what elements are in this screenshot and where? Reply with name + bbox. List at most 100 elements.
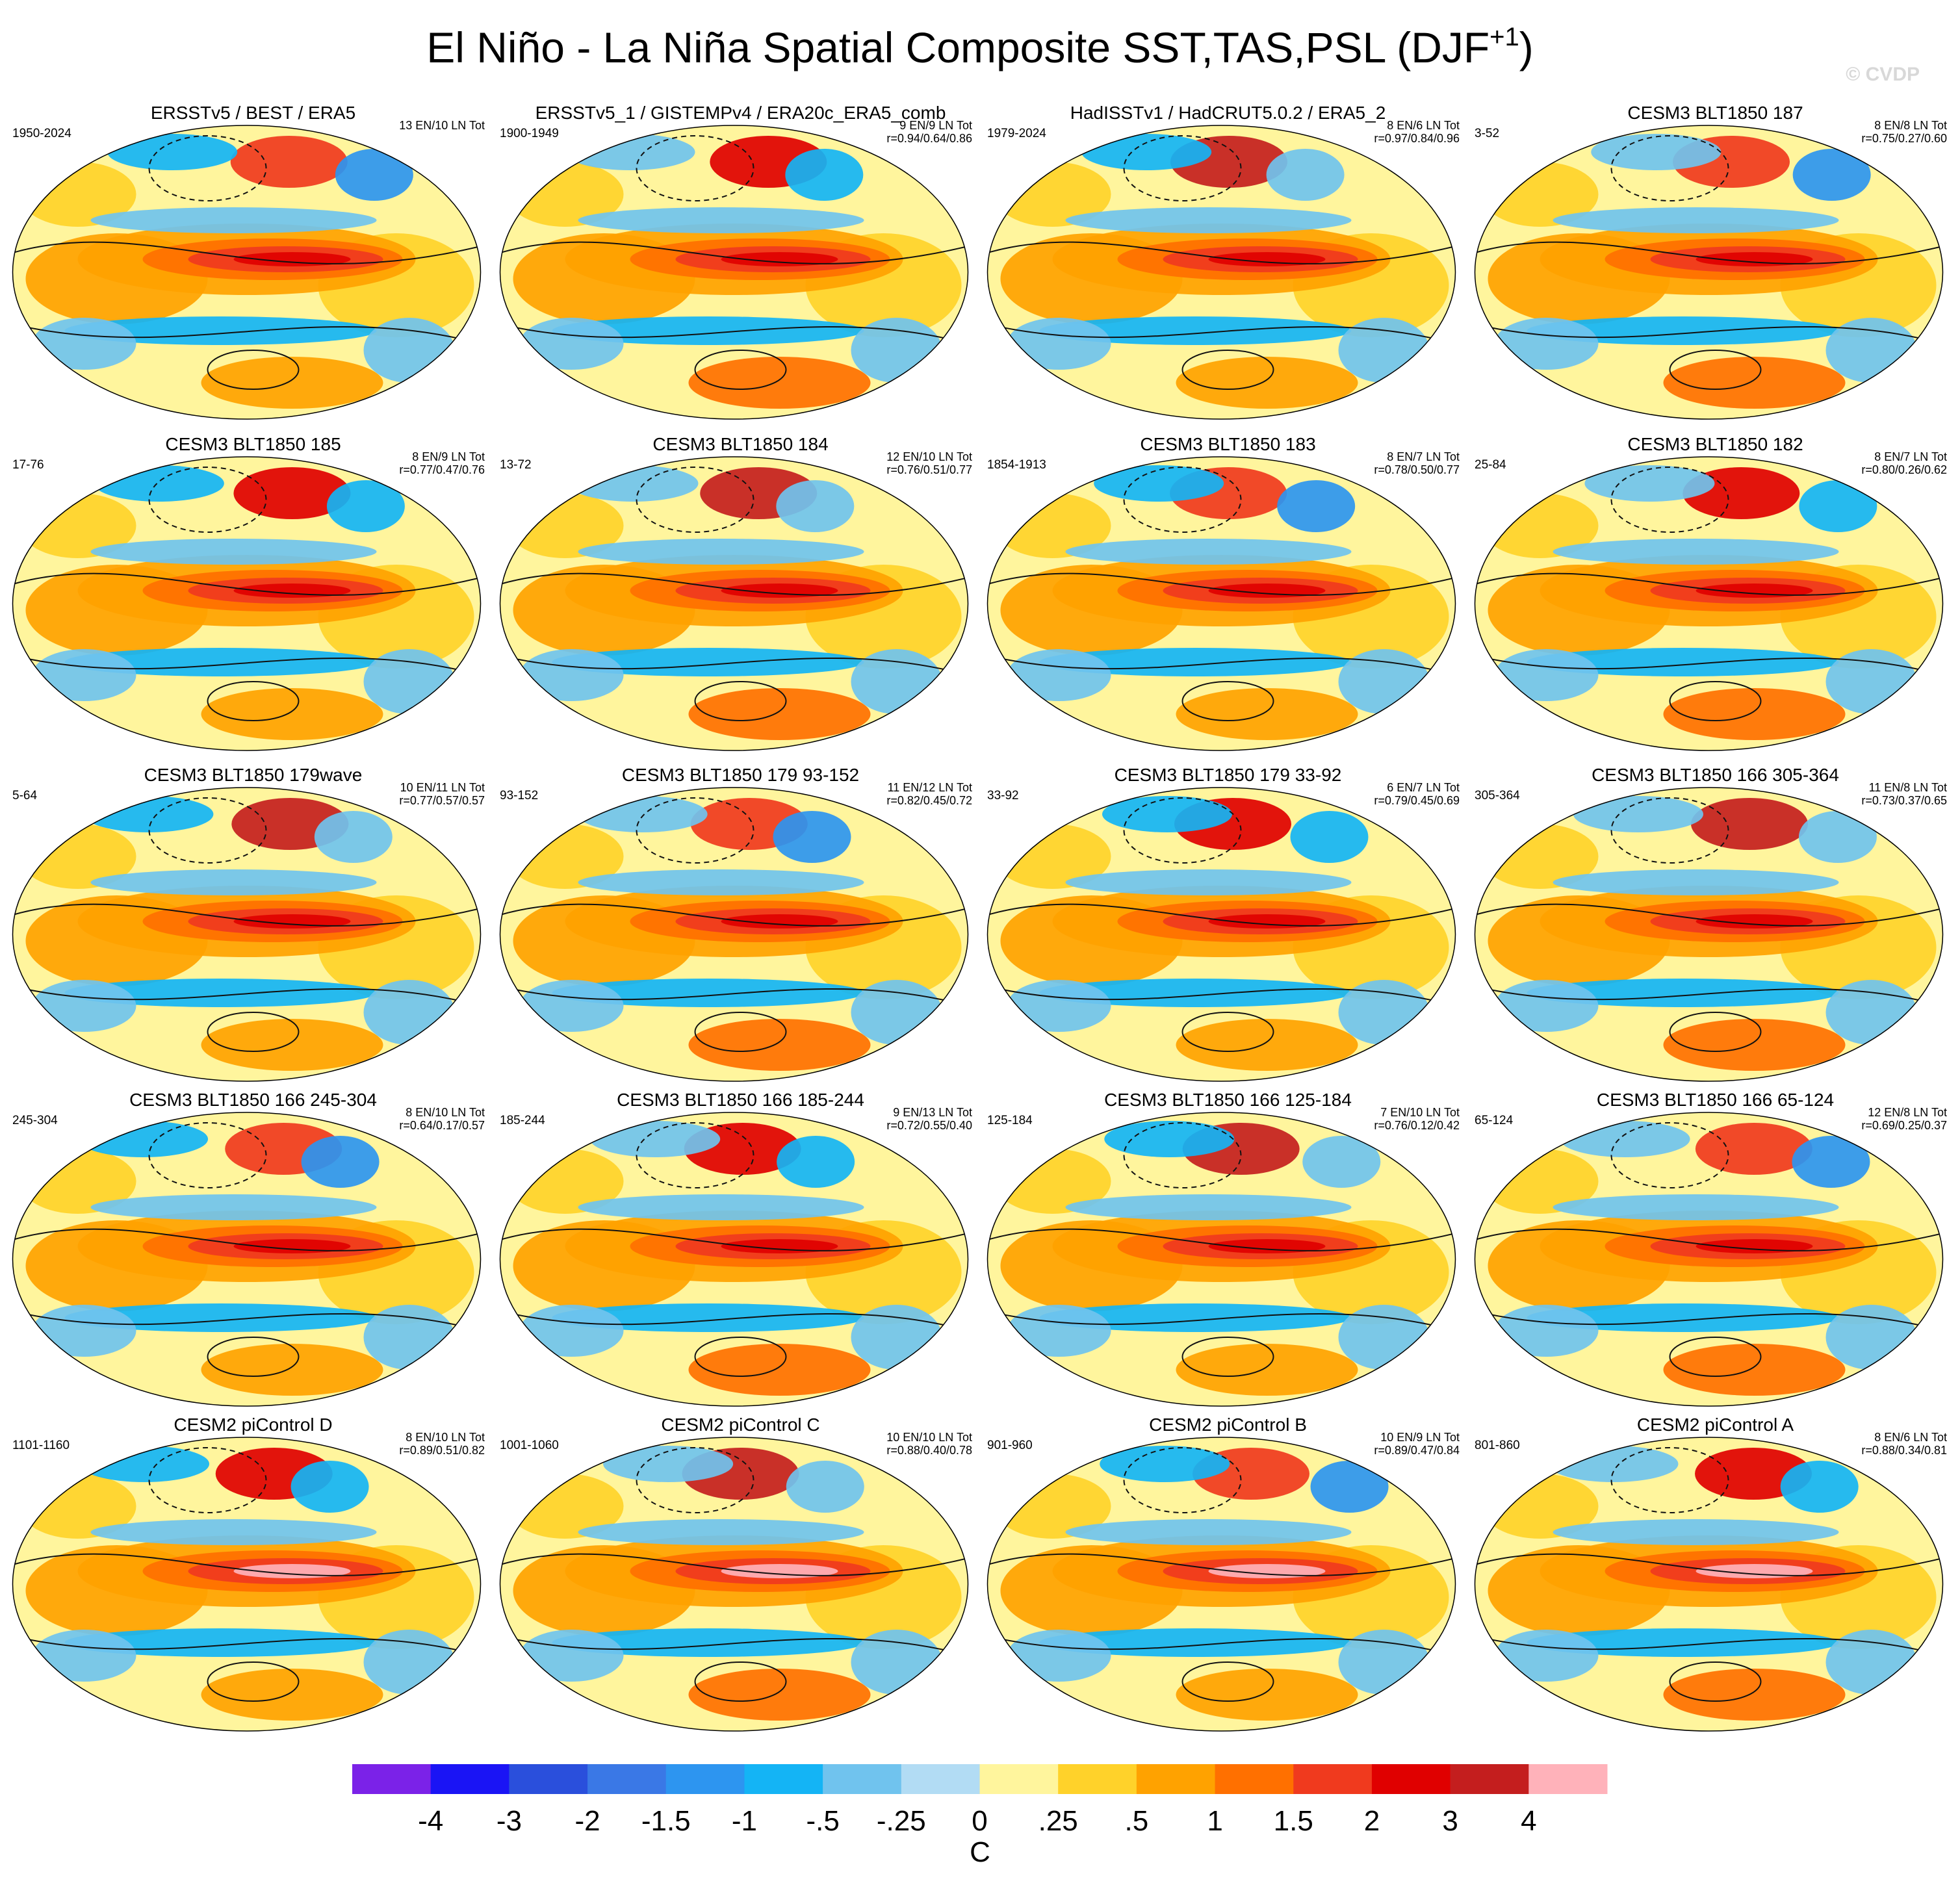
map-anomaly [777,1136,855,1188]
psl-contour [500,241,968,264]
colorbar-label: 4 [1521,1805,1536,1837]
panel-correlation: r=0.76/0.12/0.42 [1374,1119,1460,1132]
map-outline [12,1112,482,1407]
map-field [500,788,968,1081]
psl-contour [1475,324,1943,344]
map-outline [986,787,1456,1082]
map-outline [986,125,1456,420]
map-anomaly [233,467,351,519]
map-panel: CESM2 piControl A 801-860 8 EN/6 LN Totr=0… [1474,1415,1947,1732]
colorbar-box [979,1764,1059,1794]
map-field [987,457,1456,750]
colorbar-box [665,1764,745,1794]
map-anomaly [688,688,871,740]
panel-correlation: r=0.76/0.51/0.77 [886,463,972,476]
map-anomaly [201,357,383,409]
psl-contour [694,1661,787,1702]
map-anomaly [1663,1344,1846,1396]
map-anomaly [1553,1194,1839,1220]
map-anomaly [1065,869,1352,895]
panel-correlation: r=0.97/0.84/0.96 [1374,132,1460,145]
psl-contour [12,903,481,927]
panel-period: 93-152 [500,789,538,802]
panel-correlation: r=0.75/0.27/0.60 [1861,132,1947,145]
map-anomaly [107,134,238,170]
colorbar-box [744,1764,823,1794]
panel-period: 3-52 [1475,127,1499,140]
map-anomaly [233,1564,351,1578]
map-anomaly [1798,811,1877,863]
psl-contour [1669,1012,1762,1052]
title-superscript: +1 [1489,23,1519,51]
map-anomaly [1584,465,1715,502]
map-panel: CESM2 piControl B 901-960 10 EN/9 LN Totr=… [986,1415,1460,1732]
colorbar-box [1528,1764,1608,1794]
map-outline [1474,125,1944,420]
psl-contour [500,1635,968,1656]
map-field [1475,788,1943,1081]
map-anomaly [233,252,351,266]
map-outline [1474,1437,1944,1732]
colorbar-label: -2 [575,1805,600,1837]
map-anomaly [1792,1136,1870,1188]
psl-contour [12,655,481,676]
map-anomaly [1065,1519,1352,1545]
panel-counts: 8 EN/7 LN Tot [1874,450,1947,463]
map-anomaly [1494,1630,1599,1682]
panel-counts: 8 EN/9 LN Tot [412,450,485,463]
panel-correlation: r=0.77/0.47/0.76 [399,463,485,476]
map-anomaly [1176,688,1358,740]
psl-contour [1610,1447,1729,1513]
map-anomaly [721,914,838,929]
map-anomaly [577,796,708,832]
panel-counts: 12 EN/10 LN Tot [886,450,972,463]
panel-counts: 11 EN/8 LN Tot [1869,781,1947,794]
psl-contour [148,1122,267,1188]
map-anomaly [90,207,377,233]
map-anomaly [1553,539,1839,565]
colorbar-label: -1 [732,1805,757,1837]
map-anomaly [1208,914,1326,929]
map-anomaly [90,869,377,895]
map-anomaly [201,688,383,740]
map-anomaly [1277,480,1356,532]
panel-period: 65-124 [1475,1114,1514,1127]
map-anomaly [1100,1446,1230,1482]
psl-contour [694,350,787,390]
colorbar-label: 3 [1442,1805,1458,1837]
map-field [987,1112,1456,1406]
colorbar-box [1371,1764,1451,1794]
map-anomaly [1302,1136,1381,1188]
panel-title: CESM2 piControl A [1637,1415,1794,1435]
psl-contour [987,903,1456,927]
panel-counts: 11 EN/12 LN Tot [888,781,972,794]
map-anomaly [721,1564,838,1578]
map-outline [1474,787,1944,1082]
map-anomaly [785,149,864,201]
panel-title: CESM2 piControl C [661,1415,819,1435]
psl-contour [1123,135,1242,201]
panel-title: HadISSTv1 / HadCRUT5.0.2 / ERA5_2 [1070,103,1386,123]
psl-contour [987,324,1456,344]
map-anomaly [32,1630,136,1682]
map-anomaly [1102,796,1233,832]
map-field [500,125,968,419]
map-outline [499,456,969,751]
psl-contour [12,1228,481,1251]
map-anomaly [1663,357,1846,409]
map-anomaly [603,1446,734,1482]
map-anomaly [1094,465,1224,502]
panel-period: 25-84 [1475,458,1506,472]
colorbar-label: 2 [1364,1805,1380,1837]
panel-title: CESM2 piControl B [1149,1415,1307,1435]
psl-contour [694,681,787,721]
map-panel: HadISSTv1 / HadCRUT5.0.2 / ERA5_2 1979-20… [986,103,1460,420]
panel-counts: 6 EN/7 LN Tot [1387,781,1460,794]
map-anomaly [94,465,224,502]
map-field [500,1112,968,1406]
psl-contour [1610,135,1729,201]
map-panel: CESM3 BLT1850 166 305-364 305-364 11 EN/8 … [1474,765,1947,1082]
panel-period: 1854-1913 [987,458,1046,472]
psl-contour [1123,1122,1242,1188]
map-panel: CESM3 BLT1850 179 93-152 93-152 11 EN/12 L… [499,765,972,1082]
